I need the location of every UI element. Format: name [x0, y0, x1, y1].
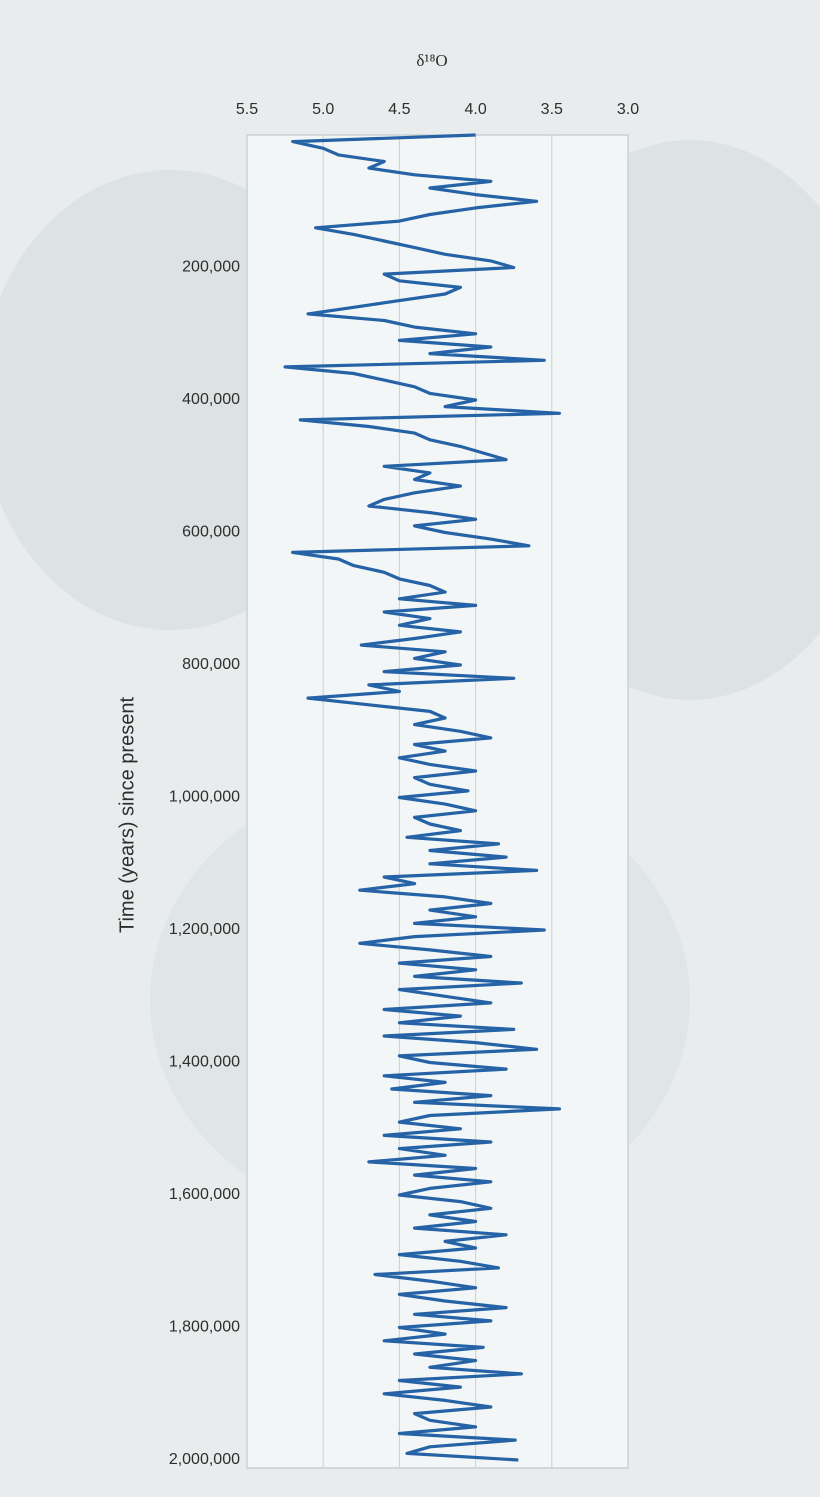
time-tick-label: 2,000,000: [169, 1451, 240, 1468]
time-axis-title: Time (years) since present: [116, 697, 138, 933]
value-tick-label: 5.5: [236, 101, 258, 118]
value-tick-label: 4.0: [464, 101, 486, 118]
time-tick-label: 1,000,000: [169, 789, 240, 806]
time-tick-label: 1,800,000: [169, 1319, 240, 1336]
time-tick-label: 1,200,000: [169, 921, 240, 938]
value-axis-title: δ¹⁸O: [416, 51, 447, 70]
time-tick-label: 1,600,000: [169, 1186, 240, 1203]
data-line: [283, 133, 561, 1462]
time-tick-label: 600,000: [182, 524, 240, 541]
time-tick-label: 200,000: [182, 259, 240, 276]
time-tick-label: 1,400,000: [169, 1054, 240, 1071]
value-tick-label: 3.5: [541, 101, 563, 118]
value-tick-label: 4.5: [388, 101, 410, 118]
time-tick-label: 800,000: [182, 656, 240, 673]
value-tick-label: 3.0: [617, 101, 639, 118]
time-tick-label: 400,000: [182, 391, 240, 408]
value-tick-label: 5.0: [312, 101, 334, 118]
